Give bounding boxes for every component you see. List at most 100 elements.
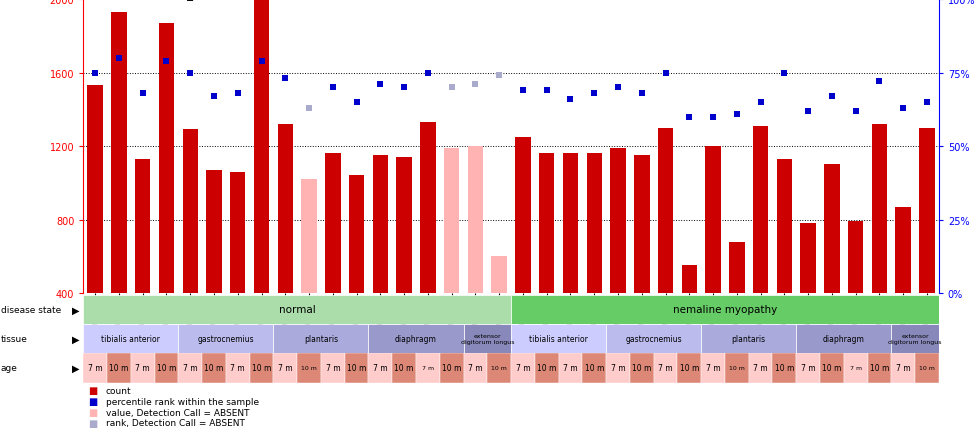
Bar [824,165,840,293]
Bar [919,128,935,293]
Bar [83,324,178,353]
Bar [606,353,630,383]
Bar [776,160,792,293]
Bar [392,353,416,383]
Bar [487,353,511,383]
Text: 10 m: 10 m [394,364,414,372]
Text: 10 m: 10 m [204,364,223,372]
Bar [254,0,270,293]
Bar [467,147,483,293]
Text: 7 m: 7 m [515,364,530,372]
Bar [297,353,320,383]
Bar [630,353,654,383]
Text: 10 m: 10 m [729,365,745,371]
Bar [871,125,887,293]
Text: rank, Detection Call = ABSENT: rank, Detection Call = ABSENT [106,418,245,427]
Text: 10 m: 10 m [109,364,128,372]
Bar [230,172,246,293]
Bar [749,353,772,383]
Bar [820,353,844,383]
Bar [896,207,911,293]
Text: nemaline myopathy: nemaline myopathy [673,305,777,315]
Bar [706,147,721,293]
Text: 7 m: 7 m [183,364,198,372]
Bar [368,353,392,383]
Text: 10 m: 10 m [774,364,794,372]
Text: 10 m: 10 m [822,364,842,372]
Text: tibialis anterior: tibialis anterior [101,334,161,343]
Bar [159,24,174,293]
Bar [345,353,368,383]
Bar [891,324,939,353]
Text: 10 m: 10 m [442,364,462,372]
Bar [772,353,796,383]
Text: 7 m: 7 m [230,364,245,372]
Text: plantaris: plantaris [732,334,765,343]
Text: count: count [106,386,131,395]
Text: 7 m: 7 m [659,364,673,372]
Bar [464,324,511,353]
Text: ▶: ▶ [72,363,79,373]
Text: 10 m: 10 m [919,365,935,371]
Bar [511,324,606,353]
Bar [277,125,293,293]
Bar [563,154,578,293]
Text: gastrocnemius: gastrocnemius [625,334,682,343]
Text: diaphragm: diaphragm [823,334,864,343]
Text: 7 m: 7 m [468,364,483,372]
Text: disease state: disease state [1,305,61,314]
Bar [729,242,745,293]
Bar [753,127,768,293]
Text: 10 m: 10 m [584,364,604,372]
Bar [725,353,749,383]
Bar [87,86,103,293]
Bar [107,353,131,383]
Text: extensor
digitorum longus: extensor digitorum longus [461,333,514,344]
Bar [420,123,436,293]
Bar [701,324,796,353]
Bar [848,222,863,293]
Bar [796,324,891,353]
Bar [225,353,250,383]
Text: 7 m: 7 m [754,364,768,372]
Text: 10 m: 10 m [869,364,889,372]
Bar [801,224,816,293]
Text: diaphragm: diaphragm [395,334,437,343]
Text: 7 m: 7 m [896,364,910,372]
Bar [368,324,464,353]
Text: gastrocnemius: gastrocnemius [198,334,254,343]
Bar [182,130,198,293]
Text: 7 m: 7 m [88,364,103,372]
Text: percentile rank within the sample: percentile rank within the sample [106,397,259,406]
Bar [701,353,725,383]
Bar [681,266,697,293]
Text: 10 m: 10 m [537,364,557,372]
Bar [511,296,939,324]
Bar [320,353,345,383]
Text: 7 m: 7 m [801,364,815,372]
Text: 7 m: 7 m [373,364,388,372]
Bar [654,353,677,383]
Text: ■: ■ [88,385,97,395]
Bar [111,13,126,293]
Bar [372,156,388,293]
Text: 10 m: 10 m [252,364,271,372]
Bar [349,176,365,293]
Bar [444,148,460,293]
Bar [250,353,273,383]
Bar [511,353,535,383]
Bar [796,353,820,383]
Text: value, Detection Call = ABSENT: value, Detection Call = ABSENT [106,408,249,417]
Bar [539,154,555,293]
Bar [131,353,155,383]
Text: 10 m: 10 m [157,364,176,372]
Text: 7 m: 7 m [850,365,861,371]
Bar [202,353,225,383]
Text: 10 m: 10 m [347,364,367,372]
Text: tissue: tissue [1,334,27,343]
Bar [515,138,531,293]
Bar [586,154,602,293]
Bar [844,353,867,383]
Text: 7 m: 7 m [706,364,720,372]
Text: 7 m: 7 m [278,364,293,372]
